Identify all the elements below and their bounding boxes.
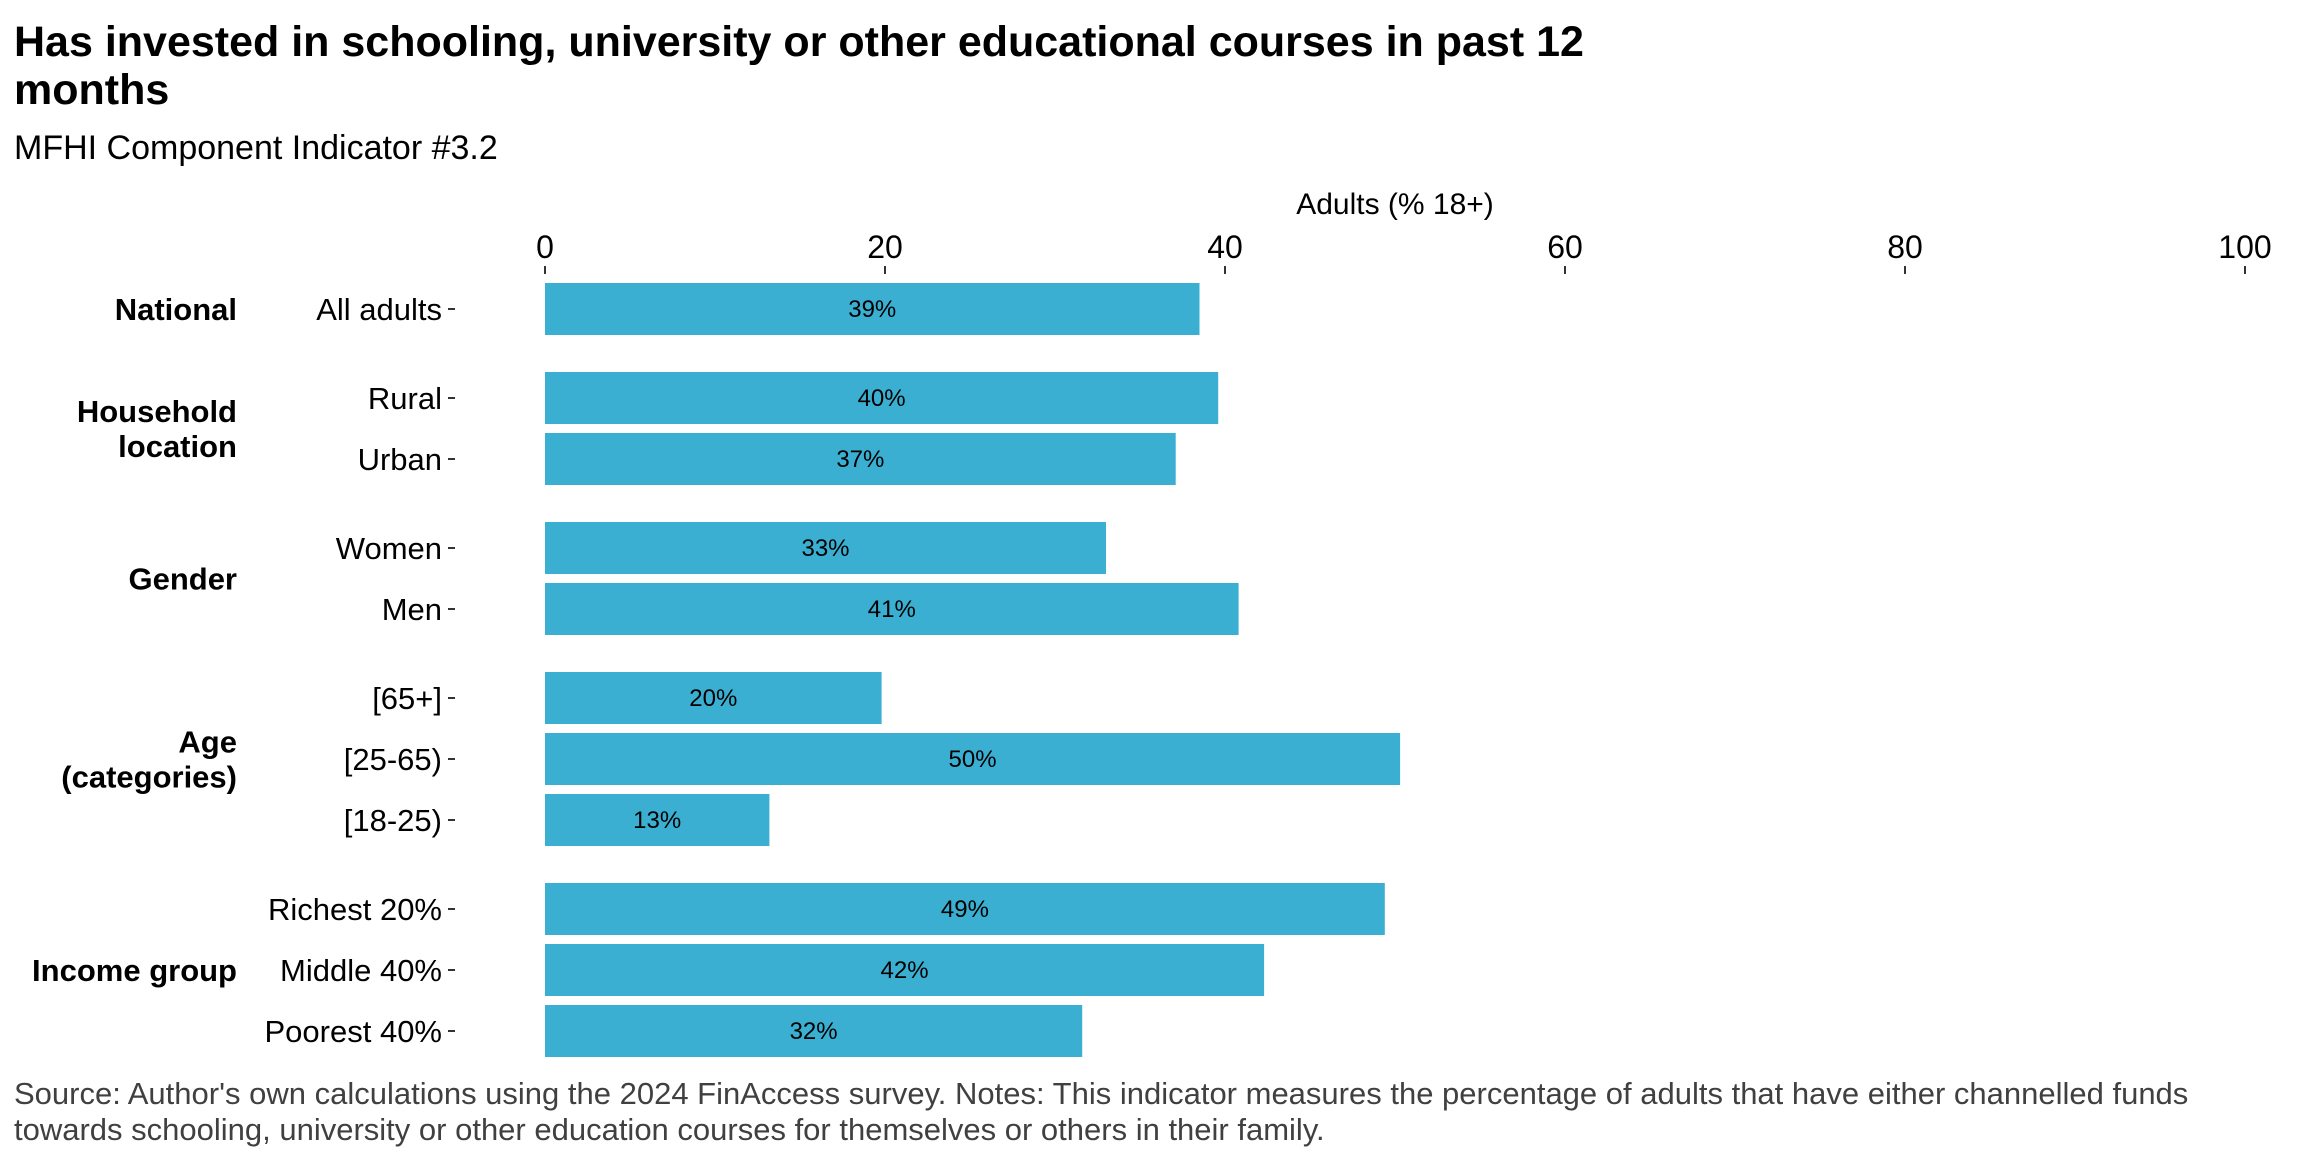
group-label: Gender: [128, 562, 237, 597]
bar-value-label: 41%: [868, 596, 916, 623]
bar: [545, 522, 1106, 574]
x-tick-label: 20: [867, 229, 903, 265]
x-tick-label: 40: [1207, 229, 1243, 265]
bar: [545, 733, 1401, 785]
bar: [545, 883, 1385, 935]
bar-value-label: 42%: [881, 957, 929, 984]
bar: [545, 433, 1176, 485]
group-label: Age (categories): [61, 725, 237, 795]
bar-value-label: 37%: [836, 446, 884, 473]
bar: [545, 794, 770, 846]
category-label: Men: [382, 592, 442, 627]
bar: [545, 283, 1200, 335]
bar-value-label: 50%: [949, 746, 997, 773]
bar: [545, 583, 1239, 635]
bar-value-label: 49%: [941, 896, 989, 923]
category-label: Poorest 40%: [265, 1014, 443, 1049]
x-tick-label: 60: [1547, 229, 1583, 265]
x-axis-title: Adults (% 18+): [1296, 188, 1494, 221]
bar-value-label: 20%: [689, 685, 737, 712]
group-label: National: [115, 292, 237, 327]
category-label: Urban: [358, 442, 442, 477]
category-label: All adults: [316, 292, 442, 327]
chart-title: Has invested in schooling, university or…: [14, 18, 1584, 114]
x-tick-label: 0: [536, 229, 554, 265]
x-tick-label: 100: [2218, 229, 2271, 265]
bar: [545, 944, 1265, 996]
bar-value-label: 13%: [633, 807, 681, 834]
bar-value-label: 40%: [858, 385, 906, 412]
category-label: [65+]: [372, 681, 442, 716]
bar: [545, 1005, 1083, 1057]
category-label: [25-65): [344, 742, 442, 777]
chart-caption: Source: Author's own calculations using …: [14, 1076, 2189, 1147]
category-label: [18-25): [344, 803, 442, 838]
category-label: Middle 40%: [280, 953, 442, 988]
bar-value-label: 32%: [790, 1018, 838, 1045]
bar: [545, 372, 1219, 424]
category-label: Rural: [368, 381, 442, 416]
category-label: Women: [336, 531, 442, 566]
bar: [545, 672, 882, 724]
chart-subtitle: MFHI Component Indicator #3.2: [14, 129, 498, 167]
bar-value-label: 33%: [801, 535, 849, 562]
category-label: Richest 20%: [268, 892, 442, 927]
bar-value-label: 39%: [848, 296, 896, 323]
group-label: Household location: [77, 394, 237, 464]
x-tick-label: 80: [1887, 229, 1923, 265]
group-label: Income group: [32, 953, 237, 988]
